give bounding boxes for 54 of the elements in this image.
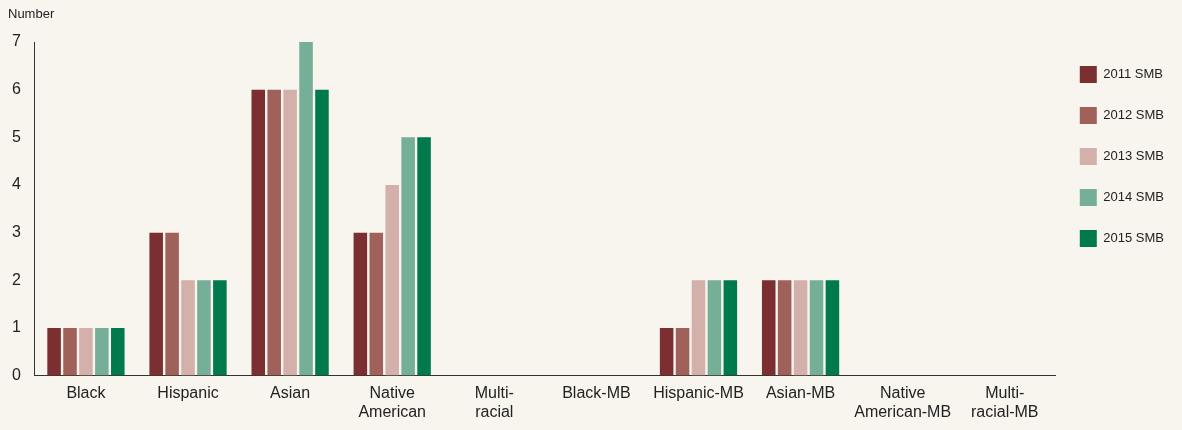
y-tick-label: 0 bbox=[11, 366, 21, 384]
bar bbox=[79, 327, 93, 376]
legend-label: 2013 SMB bbox=[1103, 148, 1164, 164]
bar bbox=[809, 280, 824, 376]
bar bbox=[691, 280, 706, 376]
bar bbox=[401, 137, 415, 376]
bar bbox=[95, 327, 109, 376]
bar bbox=[761, 280, 776, 376]
bar bbox=[63, 327, 77, 376]
y-tick-label: 1 bbox=[11, 318, 21, 336]
legend-label: 2014 SMB bbox=[1103, 189, 1164, 205]
bar bbox=[659, 327, 674, 376]
bar bbox=[149, 232, 163, 376]
legend-label: 2012 SMB bbox=[1103, 107, 1164, 123]
bar bbox=[385, 184, 399, 376]
bar bbox=[111, 327, 125, 376]
bar bbox=[251, 89, 266, 376]
bar bbox=[165, 232, 179, 376]
bar bbox=[793, 280, 808, 376]
bar bbox=[299, 42, 313, 376]
x-tick-label: Black-MB bbox=[562, 383, 631, 401]
bar bbox=[777, 280, 792, 376]
bar bbox=[213, 280, 227, 376]
x-tick-label: Native American bbox=[358, 383, 426, 420]
bar bbox=[283, 89, 297, 376]
bar bbox=[197, 280, 211, 376]
x-tick-label: Multi-racial-MB bbox=[970, 383, 1039, 420]
bar bbox=[267, 89, 281, 376]
x-tick-label: Asian-MB bbox=[765, 383, 836, 401]
bar bbox=[825, 280, 840, 376]
bar bbox=[181, 280, 195, 376]
bar bbox=[353, 232, 368, 376]
x-tick-label: Native American-MB bbox=[854, 383, 952, 420]
y-tick-label: 6 bbox=[11, 80, 21, 98]
bar bbox=[369, 232, 384, 376]
x-tick-label: Hispanic-MB bbox=[653, 383, 744, 401]
bar bbox=[417, 137, 431, 376]
y-axis-title: Number bbox=[8, 6, 55, 22]
legend-label: 2015 SMB bbox=[1103, 230, 1164, 246]
y-tick-label: 7 bbox=[11, 32, 21, 50]
y-tick-label: 4 bbox=[11, 175, 21, 193]
legend-label: 2011 SMB bbox=[1103, 66, 1164, 82]
bar bbox=[707, 280, 722, 376]
x-tick-label: Asian bbox=[270, 383, 311, 401]
y-tick-label: 3 bbox=[11, 223, 21, 241]
x-tick-label: Black bbox=[66, 383, 107, 401]
x-tick-label: Hispanic bbox=[157, 383, 219, 401]
bar bbox=[47, 327, 61, 376]
y-tick-label: 2 bbox=[11, 270, 21, 288]
bar bbox=[675, 327, 690, 376]
x-tick-label: Multi-racial bbox=[474, 383, 514, 420]
bar bbox=[315, 89, 329, 376]
bar bbox=[723, 280, 738, 376]
y-tick-label: 5 bbox=[11, 127, 21, 145]
